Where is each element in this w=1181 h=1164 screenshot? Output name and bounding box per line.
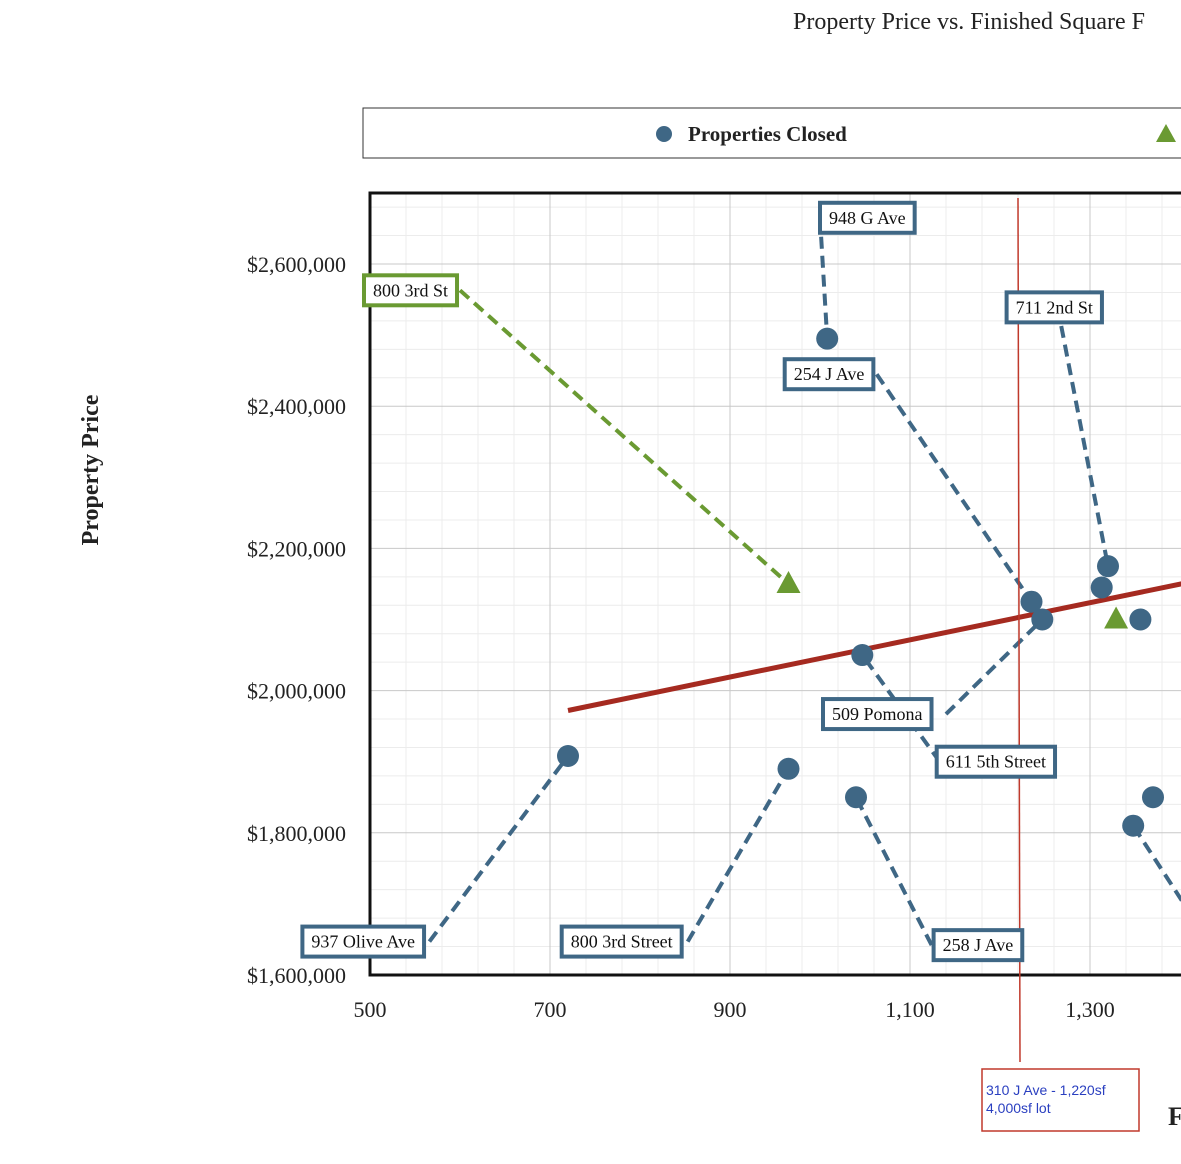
data-label-box: [818, 200, 917, 235]
data-label: 800 3rd St: [373, 280, 448, 300]
leader-line: [818, 217, 830, 339]
data-label: 800 3rd Street: [571, 932, 673, 952]
closed-point: [557, 745, 579, 768]
closed-point: [1090, 576, 1113, 599]
x-tick-label: 900: [714, 997, 747, 1022]
closed-point: [845, 786, 867, 809]
active-point: [1104, 606, 1129, 629]
leader-line: [458, 288, 790, 586]
data-label-box: [559, 924, 684, 959]
y-tick-label: $2,200,000: [247, 536, 346, 561]
data-label: 948 G Ave: [829, 208, 906, 228]
data-label-box: [300, 924, 427, 959]
y-tick-label: $2,600,000: [247, 252, 346, 277]
y-tick-label: $2,000,000: [247, 679, 346, 704]
data-label-box: [782, 357, 876, 392]
leader-line: [854, 796, 934, 947]
trendline: [567, 581, 1181, 713]
plot-area: 500 700 900 1,100 1,300 $1,600,000 $1,800,000 $…: [247, 191, 1181, 1132]
data-label: 509 Pomona: [832, 704, 923, 724]
y-tick-label: $1,800,000: [247, 821, 346, 846]
x-tick-label: 1,300: [1065, 997, 1115, 1022]
closed-point: [1122, 814, 1145, 837]
leader-line: [685, 767, 791, 943]
x-tick-label: 1,100: [885, 997, 935, 1022]
closed-point: [1031, 608, 1054, 631]
data-label-box: [362, 273, 460, 308]
legend-box: [362, 107, 1181, 159]
reference-label-box: [981, 1068, 1140, 1132]
data-label: 258 J Ave: [943, 935, 1014, 955]
data-label: 937 Olive Ave: [311, 932, 415, 952]
data-label: 711 2nd St: [1016, 297, 1093, 317]
leader-line: [1131, 824, 1181, 903]
closed-point: [1129, 608, 1152, 631]
reference-line: [1017, 197, 1021, 1063]
data-label: 254 J Ave: [794, 364, 865, 384]
x-axis-title: F: [1168, 1102, 1181, 1131]
y-tick-label: $1,600,000: [247, 963, 346, 988]
data-label-box: [821, 697, 934, 732]
leader-line: [875, 373, 1034, 603]
closed-point: [1020, 590, 1043, 613]
leader-line: [944, 618, 1044, 716]
data-label-box: [934, 744, 1058, 779]
leader-line: [427, 754, 570, 943]
legend-closed-label: Properties Closed: [688, 122, 847, 146]
closed-point: [1142, 786, 1164, 809]
closed-point: [816, 327, 839, 350]
closed-point: [1097, 555, 1119, 578]
data-label-box: [931, 928, 1025, 963]
y-axis-title: Property Price: [78, 394, 104, 545]
legend-active-marker: [1156, 124, 1176, 142]
closed-point: [777, 757, 800, 780]
plot-border: [368, 191, 1181, 977]
x-tick-label: 700: [534, 997, 567, 1022]
plot-clipped: [427, 217, 1181, 947]
reference-label-line2: 4,000sf lot: [986, 1100, 1051, 1116]
reference-label-line1: 310 J Ave - 1,220sf: [986, 1082, 1106, 1098]
data-label: 611 5th Street: [946, 752, 1046, 772]
leader-line: [1055, 306, 1110, 567]
legend-closed-marker: [656, 126, 672, 142]
closed-point: [851, 644, 874, 667]
chart-title: Property Price vs. Finished Square F: [793, 9, 1145, 35]
active-point: [776, 570, 801, 593]
y-tick-label: $2,400,000: [247, 394, 346, 419]
data-label-box: [1004, 290, 1104, 325]
x-tick-label: 500: [354, 997, 387, 1022]
